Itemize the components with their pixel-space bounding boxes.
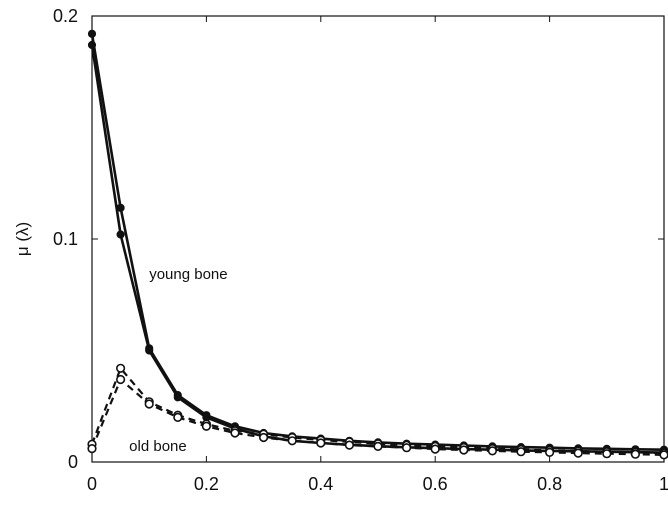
- data-point: [487, 446, 498, 456]
- x-tick-label: 0.8: [537, 474, 562, 494]
- data-point: [173, 393, 182, 402]
- data-point: [145, 346, 154, 355]
- data-point: [430, 444, 440, 454]
- annotation-old-bone: old bone: [129, 438, 187, 455]
- axis-ticks: 0 0.2 0.4 0.6 0.8 1 0 0.1 0.2: [53, 6, 668, 494]
- data-point: [230, 428, 240, 438]
- y-tick-label: 0.1: [53, 229, 78, 249]
- x-tick-label: 0.4: [308, 474, 333, 494]
- data-point: [87, 29, 97, 38]
- x-tick-label: 1: [659, 474, 668, 494]
- data-point: [259, 432, 269, 443]
- series-markers: [87, 29, 668, 460]
- data-point: [115, 363, 126, 373]
- y-tick-label: 0: [68, 452, 78, 472]
- data-point: [459, 445, 469, 455]
- y-axis-label: μ (λ): [13, 222, 32, 256]
- data-point: [87, 444, 97, 454]
- series-line-0: [90, 33, 665, 451]
- data-point: [402, 443, 412, 453]
- data-point: [373, 441, 383, 452]
- data-point: [573, 448, 583, 458]
- data-point: [87, 40, 97, 50]
- data-point: [116, 230, 125, 239]
- data-point: [602, 449, 612, 459]
- data-point: [201, 421, 211, 431]
- data-point: [287, 436, 297, 446]
- x-tick-label: 0: [87, 474, 97, 494]
- x-tick-label: 0.2: [194, 474, 219, 494]
- annotation-young-bone: young bone: [149, 266, 227, 283]
- data-point: [116, 203, 125, 212]
- data-point: [344, 440, 355, 450]
- data-point: [630, 449, 641, 459]
- data-point: [316, 438, 326, 448]
- data-point: [144, 399, 154, 409]
- data-point: [544, 447, 555, 458]
- data-point: [659, 450, 668, 460]
- x-tick-label: 0.6: [423, 474, 448, 494]
- data-point: [173, 412, 183, 423]
- data-point: [115, 374, 126, 385]
- data-point: [516, 447, 526, 457]
- y-tick-label: 0.2: [53, 6, 78, 26]
